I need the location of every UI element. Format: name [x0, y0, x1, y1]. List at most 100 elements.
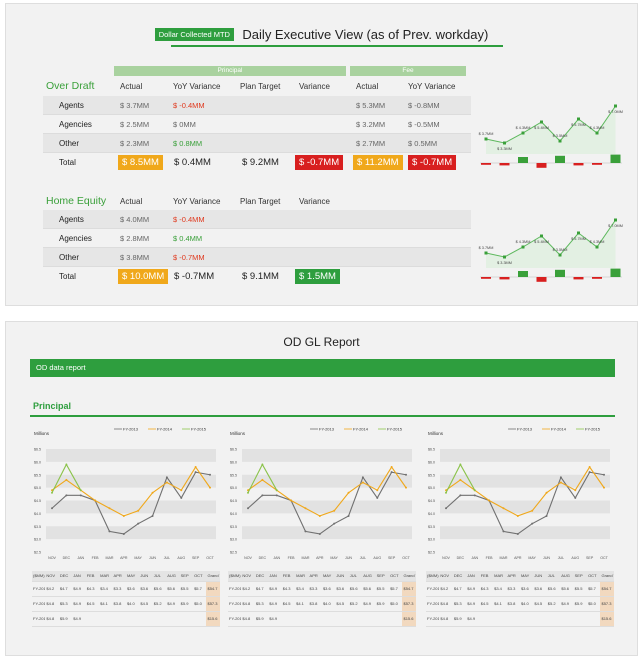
series-point [347, 514, 350, 517]
x-tick-label: JUL [360, 556, 366, 560]
table-cell: $5.3 [58, 596, 73, 612]
table-cell: OCT [389, 571, 403, 582]
legend-label: FY-2015 [585, 427, 601, 432]
sparkline-point [614, 218, 617, 222]
series-point [545, 514, 548, 517]
table-cell [389, 611, 403, 627]
table-cell: $3.6 [139, 581, 153, 597]
x-tick-label: OCT [206, 556, 214, 560]
fee-yoy: $ 0.5MM [408, 139, 438, 148]
fee-actual: $ 2.7MM [356, 139, 386, 148]
dollar-collected-badge: Dollar Collected MTD [154, 28, 234, 42]
table-header-row: ($MM) NOV DEC JAN FEB MAR APR MAY JUN JUL AUG SEP OC… [32, 571, 220, 582]
sparkline-line [485, 105, 616, 144]
series-point [122, 514, 125, 517]
grid-band [46, 449, 216, 462]
table-cell: Grand Total [600, 571, 614, 582]
sparkline-point [521, 131, 525, 135]
series-point [574, 496, 577, 499]
table-cell: $5.2 [152, 596, 167, 612]
col-actual: Actual [120, 197, 143, 206]
y-tick-label: $5.5 [428, 473, 435, 477]
sparkline-variance-bar [499, 163, 510, 166]
table-cell [587, 611, 601, 627]
table-cell: $4.5 [479, 596, 494, 612]
x-tick-label: MAR [301, 556, 309, 560]
table-cell: $3.4 [99, 581, 113, 597]
y-tick-label: $6.5 [34, 448, 41, 452]
table-cell: $3.4 [295, 581, 309, 597]
series-point [194, 471, 197, 474]
sparkline-point [577, 117, 580, 121]
sparkline-point [595, 245, 599, 249]
table-cell: MAY [321, 571, 336, 582]
x-tick-label: JUL [164, 556, 170, 560]
principal-yoy: $ -0.7MM [173, 253, 205, 262]
table-cell: $5.6 [152, 581, 167, 597]
series-point [180, 496, 183, 499]
table-cell: $5.6 [348, 581, 363, 597]
table-cell [546, 611, 561, 627]
table-cell: $4.2 [439, 581, 453, 597]
table-row: FY-2015$4.8$5.9$4.9 $15.6 [32, 611, 220, 627]
table-cell [560, 611, 574, 627]
series-point [376, 496, 379, 499]
series-point [473, 494, 476, 497]
table-cell: $4.8 [439, 611, 453, 627]
table-cell: $5.6 [546, 581, 561, 597]
sparkline-label: $ 5.4MM [534, 240, 549, 244]
table-cell [362, 611, 376, 627]
table-cell: $5.0 [193, 596, 207, 612]
row-label: Agents [59, 215, 84, 224]
series-point [304, 507, 307, 510]
x-tick-label: JUN [149, 556, 156, 560]
series-point [79, 494, 82, 497]
od-data-report-bar[interactable]: OD data report [30, 359, 615, 377]
y-tick-label: $3.5 [428, 525, 435, 529]
table-cell: SEP [573, 571, 588, 582]
table-cell: $3.6 [533, 581, 547, 597]
series-point [65, 494, 68, 497]
series-point [459, 494, 462, 497]
series-point [275, 489, 278, 492]
sparkline-variance-bar [481, 277, 491, 279]
grid-band [46, 526, 216, 540]
sparkline-label: $ 5.7MM [571, 123, 586, 127]
sparkline-label: $ 3.7MM [479, 132, 494, 136]
table-cell: FEB [85, 571, 100, 582]
table-cell [112, 611, 126, 627]
row-label: Agencies [59, 120, 92, 129]
overdraft-sparkline-chart: $ 3.7MM$ 3.3MM$ 4.3MM $ 5.4MM$ 3.5MM$ 5.7… [479, 104, 623, 168]
x-tick-label: NOV [244, 556, 252, 560]
mini-chart-panel: Millions $6.5 $6.0 $5.5 $5.0 $4.5 $4.0 $3.5 $3.0… [426, 425, 614, 627]
y-tick-label: $3.5 [230, 525, 237, 529]
table-cell: APR [112, 571, 126, 582]
table-cell: $4.9 [72, 596, 86, 612]
series-point [137, 522, 140, 525]
table-cell [139, 611, 153, 627]
series-point [574, 489, 577, 492]
y-tick-label: $4.0 [230, 512, 237, 516]
table-cell: $5.9 [58, 611, 73, 627]
principal-yoy: $ 0MM [173, 120, 196, 129]
y-tick-label: $3.0 [230, 538, 237, 542]
table-cell: $3.8 [506, 596, 520, 612]
sparkline-label: $ 5.7MM [571, 237, 586, 241]
table-cell: SEP [179, 571, 194, 582]
table-cell: Grand Total [206, 571, 220, 582]
sparkline-variance-bar [555, 269, 565, 277]
series-line [445, 471, 605, 535]
table-cell [152, 611, 167, 627]
table-header-row: ($MM) NOV DEC JAN FEB MAR APR MAY JUN JUL AUG SEP OC… [426, 571, 614, 582]
table-cell: ($MM) [32, 571, 46, 582]
series-point [94, 499, 97, 502]
table-row: FY-2015$4.8$5.9$4.9 $15.6 [228, 611, 416, 627]
y-axis-label: Millions [230, 431, 246, 436]
header-underline [171, 45, 503, 47]
y-tick-label: $3.0 [34, 538, 41, 542]
y-tick-label: $5.0 [230, 486, 237, 490]
total-principal-actual: $ 8.5MM [118, 155, 163, 170]
y-tick-label: $3.0 [428, 538, 435, 542]
table-cell: $4.0 [321, 596, 336, 612]
x-tick-label: FEB [92, 556, 100, 560]
